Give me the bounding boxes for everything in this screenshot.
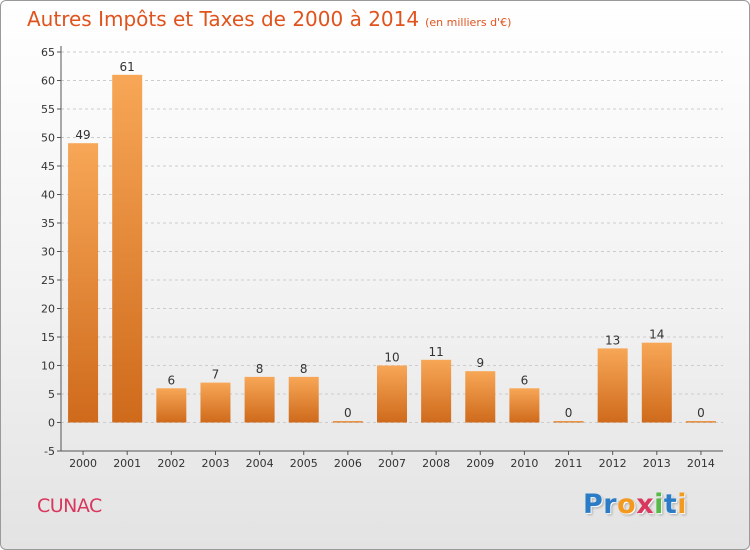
- data-label-2002: 6: [168, 373, 176, 387]
- chart-title: Autres Impôts et Taxes de 2000 à 2014 (en…: [27, 7, 511, 31]
- x-tick-label-2006: 2006: [334, 457, 362, 470]
- y-tick-label: 5: [48, 388, 55, 401]
- data-label-2011: 0: [565, 406, 573, 420]
- data-label-2000: 49: [75, 128, 90, 142]
- bar-2002: [156, 388, 187, 423]
- bars: [68, 74, 716, 423]
- data-label-2012: 13: [605, 333, 620, 347]
- y-tick-labels: -5 0 5 10 15 20 25 30 35 40 45 50 55 60 65: [41, 46, 55, 458]
- x-tick-label-2014: 2014: [687, 457, 715, 470]
- logo-letter: P: [583, 489, 604, 520]
- bar-2001: [112, 74, 143, 423]
- bar-2008: [421, 359, 452, 423]
- y-tick-label: 55: [41, 103, 55, 116]
- x-tick-label-2000: 2000: [69, 457, 97, 470]
- x-tick-label-2007: 2007: [378, 457, 406, 470]
- data-label-2007: 10: [384, 351, 399, 365]
- y-tick-label: 60: [41, 75, 55, 88]
- bar-2005: [288, 376, 319, 423]
- x-tick-label-2011: 2011: [555, 457, 583, 470]
- data-label-2003: 7: [212, 368, 220, 382]
- data-label-2001: 61: [120, 60, 135, 74]
- data-label-2014: 0: [697, 406, 705, 420]
- x-tick-label-2008: 2008: [422, 457, 450, 470]
- x-tick-label-2003: 2003: [201, 457, 229, 470]
- data-label-2006: 0: [344, 406, 352, 420]
- axes: [60, 46, 723, 455]
- bar-2000: [68, 143, 99, 423]
- bar-2009: [465, 371, 496, 423]
- data-label-2005: 8: [300, 362, 308, 376]
- x-tick-label-2005: 2005: [290, 457, 318, 470]
- proxiti-logo: Proxiti: [583, 489, 687, 520]
- logo-letter: i: [677, 489, 688, 520]
- data-label-2010: 6: [521, 373, 529, 387]
- y-tick-label: 25: [41, 274, 55, 287]
- y-tick-label: 10: [41, 360, 55, 373]
- x-tick-label-2012: 2012: [599, 457, 627, 470]
- data-label-2008: 11: [428, 345, 443, 359]
- data-label-2013: 14: [649, 328, 664, 342]
- x-tick-label-2009: 2009: [466, 457, 494, 470]
- data-labels: 49 61 6 7 8 8 0 10 11 9 6 0 13 14 0: [75, 60, 704, 420]
- bar-2013: [641, 342, 672, 423]
- logo-letter: x: [636, 489, 655, 520]
- bar-2007: [377, 365, 407, 423]
- bar-2012: [597, 348, 628, 423]
- y-tick-label: 0: [48, 417, 55, 430]
- city-name: CUNAC: [37, 495, 102, 517]
- y-tick-label: 65: [41, 46, 55, 59]
- chart-subtitle: (en milliers d'€): [425, 16, 512, 29]
- x-tick-label-2001: 2001: [113, 457, 141, 470]
- data-label-2009: 9: [476, 356, 484, 370]
- bar-2006: [332, 421, 363, 423]
- logo-letter: t: [663, 489, 678, 520]
- y-tick-label: 30: [41, 246, 55, 259]
- x-tick-label-2013: 2013: [643, 457, 671, 470]
- y-tick-label: 50: [41, 132, 55, 145]
- y-tick-label: 15: [41, 331, 55, 344]
- y-tick-label: 35: [41, 217, 55, 230]
- bar-2014: [685, 421, 716, 423]
- y-tick-label: 40: [41, 189, 55, 202]
- logo-letter: i: [654, 489, 664, 520]
- x-tick-label-2010: 2010: [510, 457, 538, 470]
- x-tick-label-2002: 2002: [157, 457, 185, 470]
- bar-2011: [553, 421, 584, 423]
- logo-letter: o: [617, 489, 637, 520]
- bar-2003: [200, 382, 231, 423]
- data-label-2004: 8: [256, 362, 264, 376]
- x-tick-label-2004: 2004: [246, 457, 274, 470]
- y-tick-label: 45: [41, 160, 55, 173]
- y-tick-label: -5: [44, 445, 55, 458]
- y-tick-label: 20: [41, 303, 55, 316]
- bar-2004: [244, 376, 275, 423]
- logo-letter: r: [603, 489, 618, 520]
- x-tick-labels: 2000 2001 2002 2003 2004 2005 2006 2007 2008 2009…: [69, 457, 715, 470]
- bar-2010: [509, 388, 540, 423]
- chart-title-main: Autres Impôts et Taxes de 2000 à 2014: [27, 7, 420, 31]
